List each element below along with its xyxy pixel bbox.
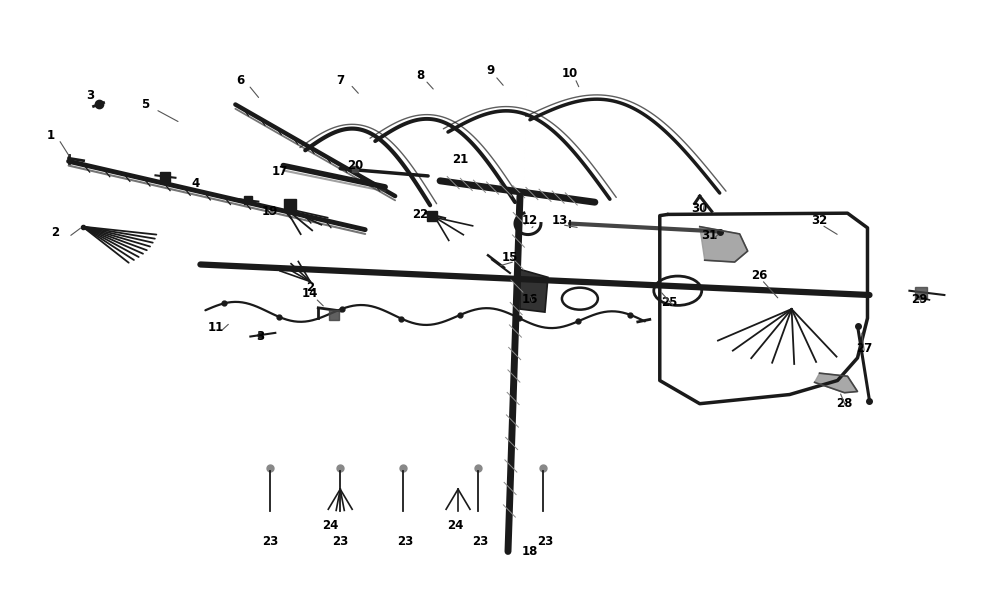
Text: 16: 16 — [522, 293, 538, 307]
Text: 9: 9 — [486, 64, 494, 77]
Polygon shape — [700, 226, 748, 262]
Text: 20: 20 — [347, 159, 363, 172]
Text: 15: 15 — [502, 251, 518, 264]
Text: 5: 5 — [141, 98, 150, 111]
Text: 23: 23 — [332, 535, 348, 548]
Text: 22: 22 — [412, 208, 428, 221]
Text: 24: 24 — [322, 520, 338, 532]
Text: 12: 12 — [522, 214, 538, 227]
Text: 30: 30 — [692, 202, 708, 215]
Text: 2: 2 — [52, 226, 60, 239]
Text: 23: 23 — [537, 535, 553, 548]
Text: 13: 13 — [552, 214, 568, 227]
Text: 19: 19 — [262, 205, 279, 218]
Text: 27: 27 — [856, 342, 873, 355]
Text: 7: 7 — [336, 73, 344, 86]
Polygon shape — [520, 269, 548, 312]
Text: 28: 28 — [836, 397, 853, 410]
Polygon shape — [815, 373, 858, 393]
Text: 2: 2 — [306, 281, 314, 294]
Text: 11: 11 — [207, 321, 224, 334]
Text: 4: 4 — [191, 177, 200, 190]
Text: 26: 26 — [751, 269, 768, 282]
Text: 17: 17 — [272, 165, 288, 178]
Text: 23: 23 — [397, 535, 413, 548]
Text: 18: 18 — [522, 545, 538, 558]
Text: 31: 31 — [702, 230, 718, 242]
Text: 1: 1 — [47, 129, 55, 141]
Text: 3: 3 — [256, 330, 264, 343]
Text: 3: 3 — [87, 89, 95, 102]
Text: 23: 23 — [472, 535, 488, 548]
Text: 24: 24 — [447, 520, 463, 532]
Text: 21: 21 — [452, 153, 468, 166]
Text: 25: 25 — [662, 296, 678, 310]
Text: 6: 6 — [236, 73, 244, 86]
Text: 29: 29 — [911, 293, 928, 307]
Text: 10: 10 — [562, 67, 578, 80]
Text: 14: 14 — [302, 287, 318, 300]
Text: 23: 23 — [262, 535, 278, 548]
Text: 32: 32 — [811, 214, 828, 227]
Text: 8: 8 — [416, 69, 424, 81]
